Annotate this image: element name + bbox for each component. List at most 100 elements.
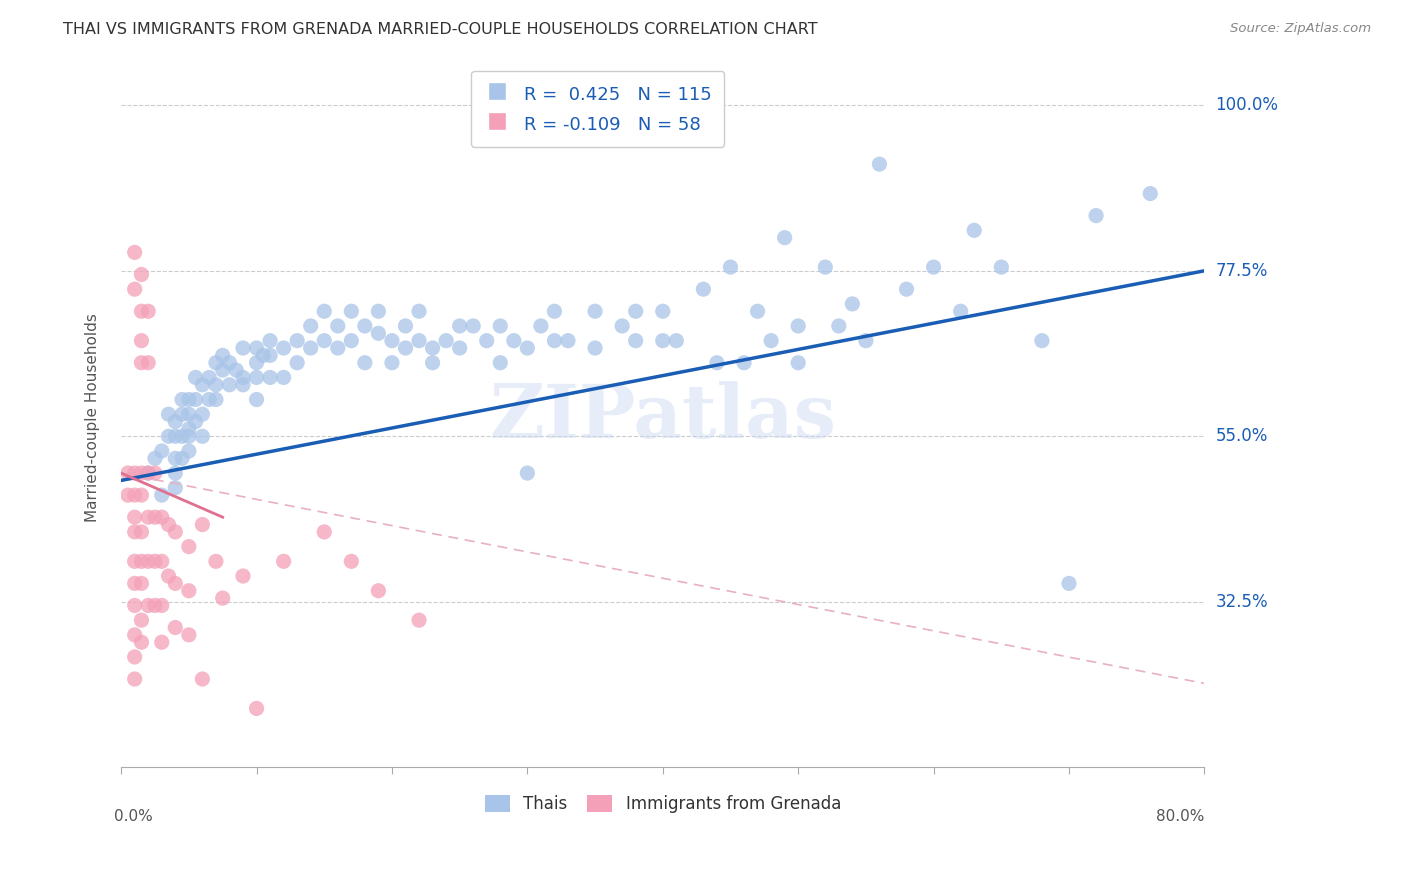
Point <box>124 672 146 686</box>
Point <box>273 554 295 568</box>
Point <box>225 363 247 377</box>
Point <box>218 377 240 392</box>
Point <box>285 356 308 370</box>
Point <box>1057 576 1080 591</box>
Y-axis label: Married-couple Households: Married-couple Households <box>86 313 100 523</box>
Point <box>131 334 153 348</box>
Point <box>273 370 295 384</box>
Point <box>259 334 281 348</box>
Point <box>245 356 267 370</box>
Point <box>394 318 416 333</box>
Point <box>177 407 200 421</box>
Point <box>117 488 139 502</box>
Point <box>150 510 173 524</box>
Point <box>963 223 986 237</box>
Point <box>184 415 207 429</box>
Point <box>354 318 377 333</box>
Point <box>367 326 389 341</box>
Point <box>177 628 200 642</box>
Text: 80.0%: 80.0% <box>1156 809 1205 824</box>
Point <box>143 510 166 524</box>
Point <box>787 318 810 333</box>
Point <box>475 334 498 348</box>
Point <box>124 510 146 524</box>
Point <box>131 304 153 318</box>
Point <box>124 245 146 260</box>
Point <box>543 304 565 318</box>
Point <box>177 583 200 598</box>
Point <box>165 620 187 634</box>
Point <box>165 466 187 480</box>
Point <box>354 356 377 370</box>
Point <box>259 348 281 362</box>
Point <box>773 230 796 244</box>
Point <box>191 429 214 443</box>
Point <box>502 334 524 348</box>
Point <box>747 304 769 318</box>
Point <box>610 318 633 333</box>
Point <box>314 334 336 348</box>
Point <box>583 304 606 318</box>
Point <box>143 451 166 466</box>
Point <box>557 334 579 348</box>
Point <box>1085 209 1108 223</box>
Point <box>1031 334 1053 348</box>
Point <box>157 569 180 583</box>
Point <box>449 318 471 333</box>
Point <box>191 517 214 532</box>
Point <box>165 429 187 443</box>
Point <box>131 356 153 370</box>
Point <box>489 318 512 333</box>
Point <box>136 304 159 318</box>
Point <box>131 466 153 480</box>
Point <box>1139 186 1161 201</box>
Point <box>232 377 254 392</box>
Point <box>124 554 146 568</box>
Point <box>489 356 512 370</box>
Text: 0.0%: 0.0% <box>114 809 153 824</box>
Point <box>177 422 200 436</box>
Point <box>733 356 755 370</box>
Point <box>150 444 173 458</box>
Point <box>232 370 254 384</box>
Point <box>828 318 851 333</box>
Point <box>814 260 837 274</box>
Point <box>314 524 336 539</box>
Point <box>299 318 322 333</box>
Point <box>131 576 153 591</box>
Point <box>624 304 647 318</box>
Point <box>232 341 254 355</box>
Point <box>259 370 281 384</box>
Point <box>143 599 166 613</box>
Point <box>124 282 146 296</box>
Point <box>326 341 349 355</box>
Point <box>136 554 159 568</box>
Point <box>408 304 430 318</box>
Point <box>367 583 389 598</box>
Point <box>449 341 471 355</box>
Point <box>211 348 233 362</box>
Point <box>177 392 200 407</box>
Point <box>170 407 193 421</box>
Point <box>170 392 193 407</box>
Point <box>150 488 173 502</box>
Point <box>198 370 221 384</box>
Point <box>205 377 228 392</box>
Point <box>177 429 200 443</box>
Point <box>136 466 159 480</box>
Point <box>165 524 187 539</box>
Text: Source: ZipAtlas.com: Source: ZipAtlas.com <box>1230 22 1371 36</box>
Point <box>124 599 146 613</box>
Point <box>157 429 180 443</box>
Point <box>394 341 416 355</box>
Point <box>665 334 688 348</box>
Point <box>367 304 389 318</box>
Point <box>157 407 180 421</box>
Point <box>381 356 404 370</box>
Point <box>143 554 166 568</box>
Point <box>205 554 228 568</box>
Point <box>205 392 228 407</box>
Point <box>124 524 146 539</box>
Point <box>583 341 606 355</box>
Point <box>855 334 877 348</box>
